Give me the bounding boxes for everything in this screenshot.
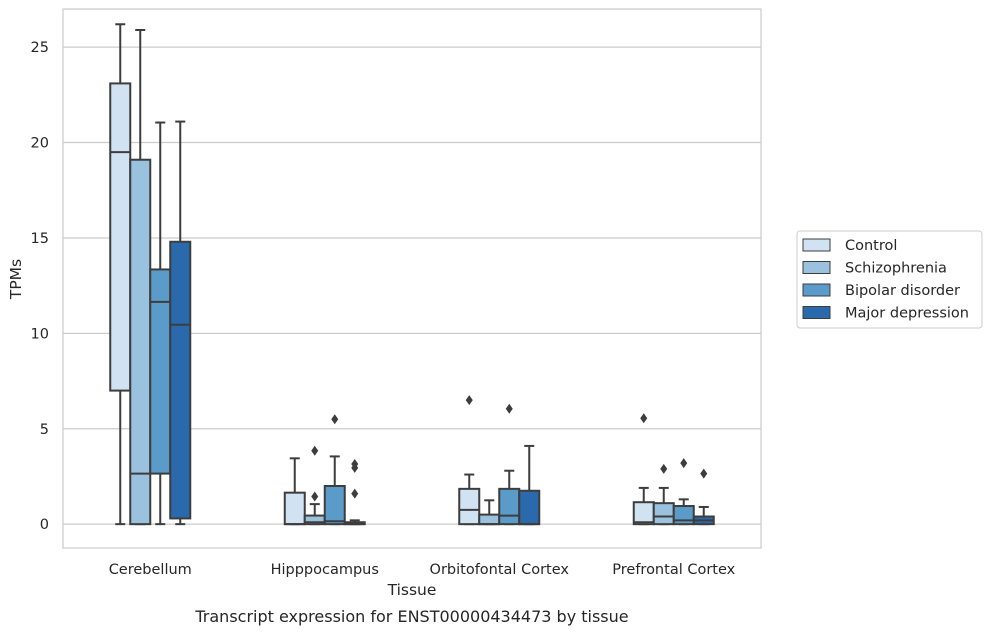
iqr-box — [283, 491, 306, 526]
legend-swatch — [802, 261, 831, 274]
outlier-point — [351, 488, 359, 499]
y-tick-label: 25 — [31, 40, 49, 56]
outlier-point — [660, 463, 668, 474]
iqr-box — [149, 268, 172, 475]
box-major-depression — [169, 120, 192, 526]
legend: Control Schizophrenia Bipolar disorder Majo… — [796, 230, 983, 329]
box-schizophrenia — [652, 463, 675, 526]
outlier-point — [700, 468, 708, 479]
box-control — [283, 457, 306, 526]
plot-frame — [62, 8, 762, 549]
legend-swatch — [802, 283, 831, 297]
box-plot-area — [109, 23, 715, 526]
iqr-box — [652, 502, 675, 526]
iqr-box — [109, 82, 132, 392]
x-axis-label: Tissue — [387, 581, 437, 599]
box-major-depression — [343, 459, 366, 526]
y-tick-label: 5 — [40, 422, 49, 438]
box-bipolar-disorder — [498, 403, 521, 526]
y-tick-label: 15 — [31, 231, 49, 247]
outlier-point — [680, 458, 688, 469]
box-bipolar-disorder — [149, 121, 172, 526]
outlier-point — [640, 413, 648, 424]
iqr-box — [672, 505, 695, 526]
outlier-point — [465, 395, 473, 406]
iqr-box — [169, 240, 192, 520]
iqr-box — [518, 489, 541, 526]
iqr-box — [458, 487, 481, 526]
box-control — [109, 23, 132, 526]
legend-swatch — [802, 306, 831, 319]
outlier-point — [331, 414, 339, 425]
y-tick-label: 20 — [31, 136, 49, 152]
y-tick-label: 10 — [31, 326, 49, 342]
outlier-point — [505, 403, 513, 414]
x-tick-label: Prefrontal Cortex — [612, 562, 735, 578]
x-axis-ticks: Cerebellum Hipppocampus Orbitofontal Corte… — [109, 562, 736, 578]
box-schizophrenia — [478, 499, 501, 526]
box-major-depression — [692, 468, 715, 526]
outlier-point — [351, 459, 359, 470]
x-tick-label: Orbitofontal Cortex — [430, 562, 570, 578]
y-axis-ticks: 0 5 10 15 20 25 — [31, 40, 49, 533]
box-bipolar-disorder — [672, 458, 695, 526]
box-major-depression — [518, 444, 541, 526]
legend-frame — [796, 230, 983, 329]
iqr-box — [632, 501, 655, 526]
box-control — [632, 413, 655, 526]
legend-label: Schizophrenia — [845, 261, 947, 277]
x-tick-label: Cerebellum — [109, 562, 192, 578]
legend-label: Bipolar disorder — [845, 283, 960, 299]
legend-label: Control — [845, 238, 897, 254]
iqr-box — [478, 513, 501, 526]
box-control — [458, 395, 481, 526]
box-schizophrenia — [129, 28, 152, 526]
iqr-box — [129, 158, 152, 526]
box-schizophrenia — [303, 445, 326, 526]
legend-swatch — [802, 238, 831, 252]
iqr-box — [498, 487, 521, 526]
y-tick-label: 0 — [40, 517, 49, 533]
box-bipolar-disorder — [323, 414, 346, 526]
outlier-point — [311, 491, 319, 502]
legend-label: Major depression — [845, 306, 969, 322]
chart-caption: Transcript expression for ENST0000043447… — [194, 607, 628, 626]
iqr-box — [323, 484, 346, 526]
x-tick-label: Hipppocampus — [271, 562, 379, 578]
y-axis-label: TPMs — [7, 259, 25, 300]
outlier-point — [311, 445, 319, 456]
